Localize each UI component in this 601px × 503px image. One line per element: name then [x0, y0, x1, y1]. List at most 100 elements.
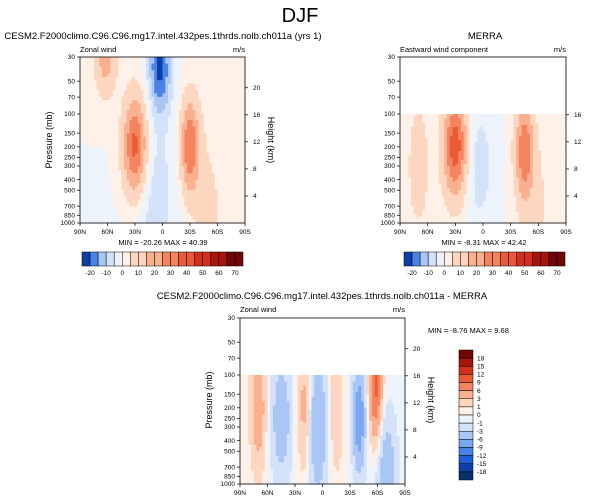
colorbar-swatch [178, 251, 187, 267]
colorbar-swatch [460, 251, 469, 267]
colorbar-label: 3 [477, 396, 481, 403]
colorbar-swatch [411, 251, 421, 267]
right-tick-label: 4 [413, 454, 417, 461]
panel-merra: MERRA Eastward wind component m/s 30 50 70… [381, 31, 582, 247]
colorbar-swatch [500, 251, 509, 267]
colorbar-label: 18 [477, 355, 485, 362]
colorbar-swatch [468, 251, 477, 267]
x-tick-label: 30S [505, 229, 517, 236]
colorbar-swatch [458, 431, 474, 440]
colorbar-swatch [458, 422, 474, 432]
y-tick-label: 100 [224, 372, 235, 379]
y-tick-label: 500 [384, 187, 395, 194]
panel-title: CESM2.F2000climo.C96.C96.mg17.intel.432p… [157, 291, 488, 302]
right-tick-label: 12 [413, 400, 421, 407]
panel-left-string: Eastward wind component [400, 45, 489, 54]
colorbar-label: -1 [477, 420, 483, 427]
colorbar-label: 50 [521, 270, 529, 277]
colorbar-swatch [516, 251, 526, 267]
colorbar-swatch [458, 390, 474, 399]
colorbar-label: 30 [167, 270, 175, 277]
colorbar-swatch [210, 251, 220, 267]
y-tick-label: 200 [64, 144, 75, 151]
y-tick-label: 30 [68, 54, 76, 61]
colorbar-label: 0 [442, 270, 446, 277]
y-tick-label: 70 [228, 355, 236, 362]
colorbar-swatch [452, 251, 461, 267]
colorbar-label: 40 [505, 270, 513, 277]
colorbar-swatch [154, 251, 163, 267]
y-tick-label: 30 [228, 315, 236, 322]
colorbar-label: -3 [477, 428, 483, 435]
plot-area [239, 317, 406, 485]
x-tick-label: 0 [481, 229, 485, 236]
y-tick-label: 850 [224, 474, 235, 481]
colorbar-label: -9 [477, 445, 483, 452]
y-tick-label: 1000 [61, 220, 76, 227]
right-tick-label: 4 [574, 193, 578, 200]
colorbar-swatch [435, 251, 445, 267]
y-tick-label: 70 [68, 94, 76, 101]
colorbar-swatch [194, 251, 203, 267]
right-tick-label: 16 [574, 112, 582, 119]
colorbar-swatch [458, 382, 474, 391]
colorbar-label: 15 [477, 363, 485, 370]
colorbar-swatch [162, 251, 171, 267]
panel-left-string: Zonal wind [80, 45, 116, 54]
colorbar-swatch [540, 251, 550, 267]
y-axis-label: Pressure (mb) [44, 111, 54, 168]
y-tick-label: 150 [224, 391, 235, 398]
colorbar-swatch [105, 251, 115, 267]
plot-area [399, 56, 567, 224]
colorbar-label: -15 [477, 461, 487, 468]
colorbar-label: 10 [135, 270, 143, 277]
y-tick-label: 200 [224, 405, 235, 412]
x-tick-label: 30S [184, 229, 196, 236]
colorbar-swatch [122, 251, 131, 267]
colorbar-swatch [458, 463, 474, 473]
x-tick-label: 30N [129, 229, 141, 236]
colorbar-swatch [97, 251, 107, 267]
y-tick-label: 200 [384, 144, 395, 151]
x-tick-label: 30N [449, 229, 461, 236]
colorbar-label: 0 [120, 270, 124, 277]
colorbar-label: 40 [183, 270, 191, 277]
colorbar-swatch [458, 374, 474, 383]
right-tick-label: 12 [574, 139, 582, 146]
colorbar-swatch [226, 251, 236, 267]
colorbar-swatch [458, 447, 474, 456]
panel-cesm: CESM2.F2000climo.C96.C96.mg17.intel.432p… [4, 31, 321, 247]
colorbar-swatch [89, 251, 99, 267]
colorbar-swatch [548, 251, 558, 267]
colorbar-label: -20 [407, 270, 417, 277]
colorbar-swatch [427, 251, 437, 267]
colorbar-swatch [81, 251, 91, 267]
panel-right-string: m/s [554, 45, 566, 54]
colorbar-label: 60 [537, 270, 545, 277]
colorbar-swatch [458, 357, 474, 367]
x-tick-label: 60S [533, 229, 545, 236]
x-tick-label: 30N [289, 490, 301, 497]
right-tick-label: 20 [413, 346, 421, 353]
y-tick-label: 700 [384, 203, 395, 210]
colorbar-swatch [458, 414, 474, 424]
y-tick-label: 250 [224, 416, 235, 423]
colorbar-swatch [458, 439, 474, 448]
colorbar-label: 6 [477, 388, 481, 395]
colorbar-swatch [458, 398, 474, 408]
colorbar-label: -10 [423, 270, 433, 277]
colorbar-swatch [458, 349, 474, 359]
colorbar-label: -6 [477, 437, 483, 444]
colorbar-label: 0 [477, 412, 481, 419]
colorbar-swatch [476, 251, 485, 267]
colorbar-swatch [146, 251, 155, 267]
y-tick-label: 300 [384, 163, 395, 170]
colorbar-swatch [508, 251, 517, 267]
right-axis-label: Height (km) [426, 377, 436, 424]
colorbar-swatch [170, 251, 179, 267]
x-tick-label: 60S [212, 229, 224, 236]
